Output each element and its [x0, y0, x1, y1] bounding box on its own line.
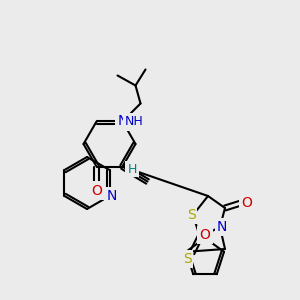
Text: N: N [106, 189, 117, 203]
Text: S: S [187, 208, 195, 222]
Text: O: O [200, 228, 210, 242]
Text: NH: NH [125, 115, 144, 128]
Text: O: O [242, 196, 252, 210]
Text: H: H [127, 163, 137, 176]
Text: N: N [217, 220, 227, 234]
Text: S: S [183, 252, 191, 266]
Text: N: N [117, 115, 128, 128]
Text: O: O [91, 184, 102, 197]
